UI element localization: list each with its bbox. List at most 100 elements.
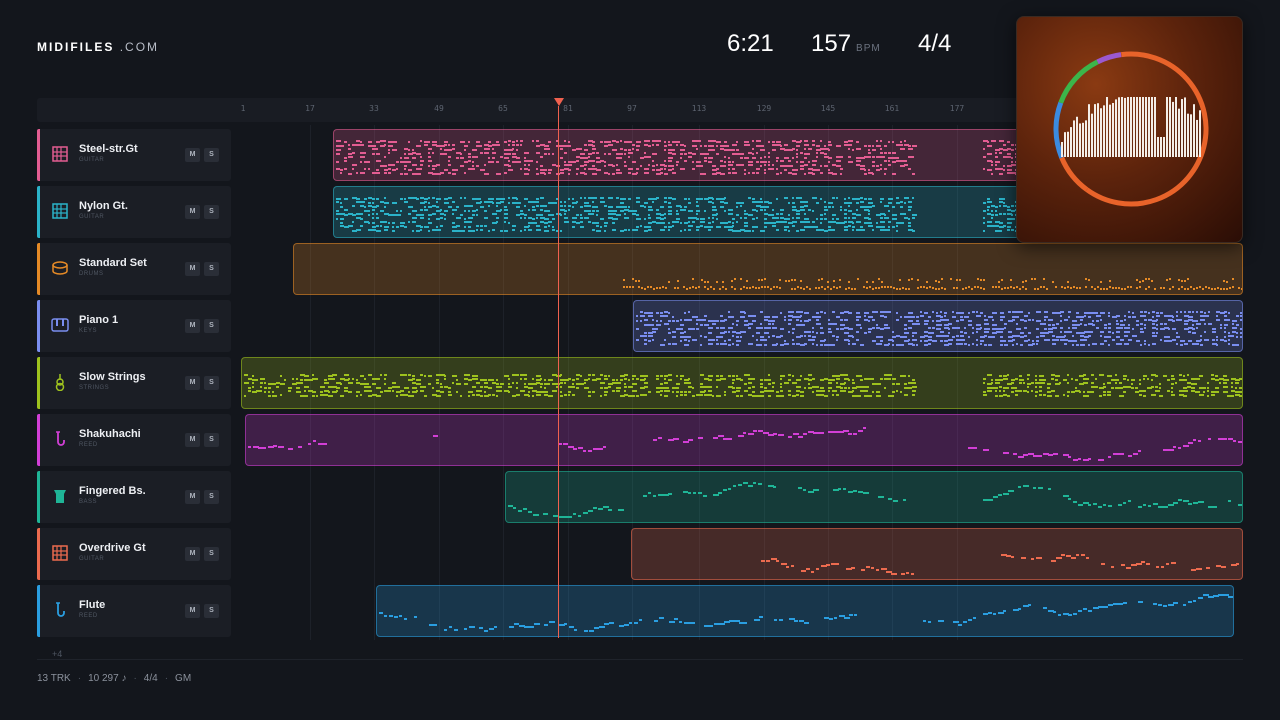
mute-button[interactable]: M — [185, 262, 200, 276]
track-header[interactable]: Flute REED M S — [37, 585, 231, 637]
track-header[interactable]: Fingered Bs. BASS M S — [37, 471, 231, 523]
track-category: BASS — [79, 499, 98, 505]
site-logo[interactable]: MIDIFILES .COM — [37, 40, 159, 54]
track-header[interactable]: Piano 1 KEYS M S — [37, 300, 231, 352]
solo-button[interactable]: S — [204, 148, 219, 162]
footer-standard: GM — [175, 673, 192, 684]
guitar-fret-icon — [51, 145, 69, 163]
ruler-tick: 129 — [756, 104, 772, 113]
track-color-stripe — [37, 414, 40, 466]
midi-notes — [379, 594, 1233, 632]
midi-clip[interactable] — [376, 585, 1234, 637]
ruler-tick: 1 — [240, 104, 246, 113]
track-name: Overdrive Gt — [79, 542, 146, 554]
track-category: GUITAR — [79, 157, 105, 163]
mute-button[interactable]: M — [185, 547, 200, 561]
grid-line — [699, 125, 700, 640]
track-color-stripe — [37, 471, 40, 523]
saxophone-icon — [51, 601, 69, 619]
track-color-stripe — [37, 186, 40, 238]
grid-line — [439, 125, 440, 640]
midi-clip[interactable] — [631, 528, 1243, 580]
track-category: REED — [79, 613, 98, 619]
ruler-tick: 97 — [627, 104, 637, 113]
midi-clip[interactable] — [633, 300, 1243, 352]
album-cover-visualizer — [1016, 16, 1243, 243]
more-tracks-label[interactable]: +4 — [52, 649, 63, 659]
mute-button[interactable]: M — [185, 433, 200, 447]
track-name: Fingered Bs. — [79, 485, 146, 497]
grid-line — [764, 125, 765, 640]
footer-note-count: 10 297 ♪ — [88, 673, 127, 684]
solo-button[interactable]: S — [204, 490, 219, 504]
track-name: Piano 1 — [79, 314, 119, 326]
mute-button[interactable]: M — [185, 319, 200, 333]
midi-clip[interactable] — [245, 414, 1243, 466]
song-duration: 6:21 — [727, 30, 774, 57]
grid-line — [374, 125, 375, 640]
ruler-tick: 161 — [884, 104, 900, 113]
track-name: Nylon Gt. — [79, 200, 128, 212]
saxophone-icon — [51, 430, 69, 448]
track-header[interactable]: Steel-str.Gt GUITAR M S — [37, 129, 231, 181]
track-category: STRINGS — [79, 385, 110, 391]
grid-line — [310, 125, 311, 640]
grid-line — [957, 125, 958, 640]
ruler-tick: 145 — [820, 104, 836, 113]
track-category: KEYS — [79, 328, 98, 334]
track-color-stripe — [37, 300, 40, 352]
violin-icon — [51, 373, 69, 392]
tempo-readout: 157 BPM — [811, 30, 881, 58]
track-header[interactable]: Slow Strings STRINGS M S — [37, 357, 231, 409]
ruler-tick: 113 — [691, 104, 707, 113]
midi-notes — [508, 482, 1242, 518]
footer-divider — [37, 659, 1243, 660]
guitar-fret-icon — [51, 202, 69, 220]
track-header[interactable]: Shakuhachi REED M S — [37, 414, 231, 466]
solo-button[interactable]: S — [204, 319, 219, 333]
solo-button[interactable]: S — [204, 433, 219, 447]
solo-button[interactable]: S — [204, 547, 219, 561]
grid-line — [568, 125, 569, 640]
mute-button[interactable]: M — [185, 604, 200, 618]
track-category: DRUMS — [79, 271, 104, 277]
track-category: GUITAR — [79, 214, 105, 220]
midi-clip[interactable] — [241, 357, 1243, 409]
mute-button[interactable]: M — [185, 490, 200, 504]
status-footer: 13 TRK · 10 297 ♪ · 4/4 · GM — [37, 673, 192, 684]
piano-keys-icon — [51, 316, 69, 334]
midi-notes — [623, 278, 1242, 290]
midi-notes — [248, 427, 1242, 461]
mute-button[interactable]: M — [185, 205, 200, 219]
midi-notes — [636, 311, 1242, 346]
guitar-fret-icon — [51, 544, 69, 562]
ruler-tick: 81 — [563, 104, 573, 113]
tempo-unit: BPM — [856, 43, 881, 54]
solo-button[interactable]: S — [204, 604, 219, 618]
track-color-stripe — [37, 357, 40, 409]
mute-button[interactable]: M — [185, 376, 200, 390]
playhead-line[interactable] — [558, 106, 559, 638]
track-category: REED — [79, 442, 98, 448]
footer-track-count: 13 TRK — [37, 673, 71, 684]
drum-icon — [51, 259, 69, 277]
track-name: Steel-str.Gt — [79, 143, 138, 155]
midi-clip[interactable] — [505, 471, 1243, 523]
mute-button[interactable]: M — [185, 148, 200, 162]
track-name: Shakuhachi — [79, 428, 141, 440]
midi-notes — [244, 374, 1242, 397]
ruler-tick: 33 — [369, 104, 379, 113]
midi-notes — [761, 554, 1239, 575]
track-name: Standard Set — [79, 257, 147, 269]
track-header[interactable]: Overdrive Gt GUITAR M S — [37, 528, 231, 580]
track-header[interactable]: Standard Set DRUMS M S — [37, 243, 231, 295]
solo-button[interactable]: S — [204, 205, 219, 219]
time-signature: 4/4 — [918, 30, 952, 57]
track-header[interactable]: Nylon Gt. GUITAR M S — [37, 186, 231, 238]
track-name: Slow Strings — [79, 371, 146, 383]
ruler-tick: 17 — [305, 104, 315, 113]
solo-button[interactable]: S — [204, 376, 219, 390]
solo-button[interactable]: S — [204, 262, 219, 276]
midi-clip[interactable] — [293, 243, 1243, 295]
playhead-marker[interactable] — [554, 98, 564, 106]
